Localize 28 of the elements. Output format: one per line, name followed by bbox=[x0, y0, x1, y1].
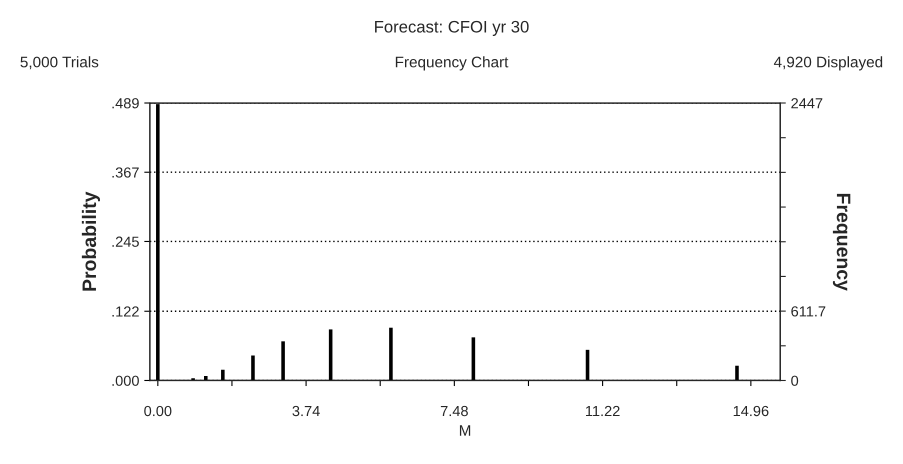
x-tick-label: 14.96 bbox=[734, 406, 768, 416]
chart-subtitle: Frequency Chart bbox=[396, 56, 508, 70]
y2-tick-label: 611.7 bbox=[791, 306, 826, 317]
x-tick-label: 0.00 bbox=[144, 406, 172, 416]
text: 4,920 Displayed bbox=[774, 56, 882, 70]
chart-title: Forecast: CFOI yr 30 bbox=[375, 20, 529, 36]
y2-tick-label: 0 bbox=[791, 376, 798, 386]
bar bbox=[472, 337, 476, 380]
y-tick-label: .245 bbox=[112, 236, 139, 247]
y2-tick-label: 2447 bbox=[791, 98, 822, 108]
x-axis-title: M bbox=[460, 425, 470, 436]
text: 5,000 Trials bbox=[20, 56, 98, 70]
bar bbox=[281, 341, 285, 380]
y-tick-label: .489 bbox=[112, 98, 139, 108]
bar bbox=[251, 356, 255, 380]
x-tick-label: 7.48 bbox=[440, 406, 468, 416]
y-tick-label: .367 bbox=[112, 167, 139, 178]
bar bbox=[389, 328, 393, 380]
x-tick-label: 11.22 bbox=[586, 406, 620, 416]
y-tick-label: .000 bbox=[112, 376, 139, 386]
bar bbox=[221, 370, 225, 380]
bar bbox=[735, 366, 739, 380]
y-axis-title: Probability bbox=[82, 192, 100, 291]
x-tick-label: 3.74 bbox=[292, 406, 320, 416]
bar bbox=[586, 350, 590, 380]
y-tick-label: .122 bbox=[112, 306, 139, 317]
y2-axis-title: Frequency bbox=[832, 194, 850, 291]
bar bbox=[328, 329, 332, 380]
